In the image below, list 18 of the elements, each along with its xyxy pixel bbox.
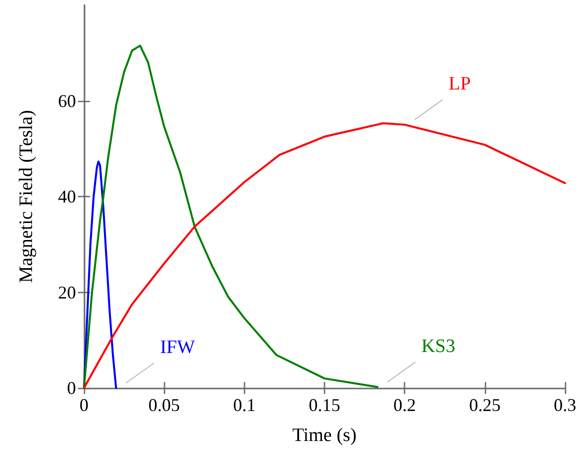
x-tick-label: 0.25 (469, 395, 501, 415)
x-tick-label: 0 (80, 395, 88, 415)
line-series (83, 44, 378, 389)
x-tick-label: 0.3 (554, 395, 576, 415)
text: KS3 (421, 336, 456, 358)
y-tick-label: 0 (67, 378, 76, 398)
y-tick-label: 40 (58, 186, 76, 206)
line-series (83, 160, 118, 389)
x-tick-label: 0.05 (148, 395, 180, 415)
text: LP (448, 74, 471, 95)
x-axis-title: Time (s) (292, 425, 357, 446)
y-axis-title: Magnetic Field (Tesla) (16, 110, 37, 283)
x-tick-label: 0.1 (233, 395, 256, 415)
x-tick-label: 0.15 (308, 395, 340, 415)
y-tick-label: 60 (58, 90, 76, 111)
x-tick-label: 0.2 (393, 395, 416, 415)
y-tick-label: 20 (58, 282, 76, 302)
text: IFW (160, 337, 195, 358)
